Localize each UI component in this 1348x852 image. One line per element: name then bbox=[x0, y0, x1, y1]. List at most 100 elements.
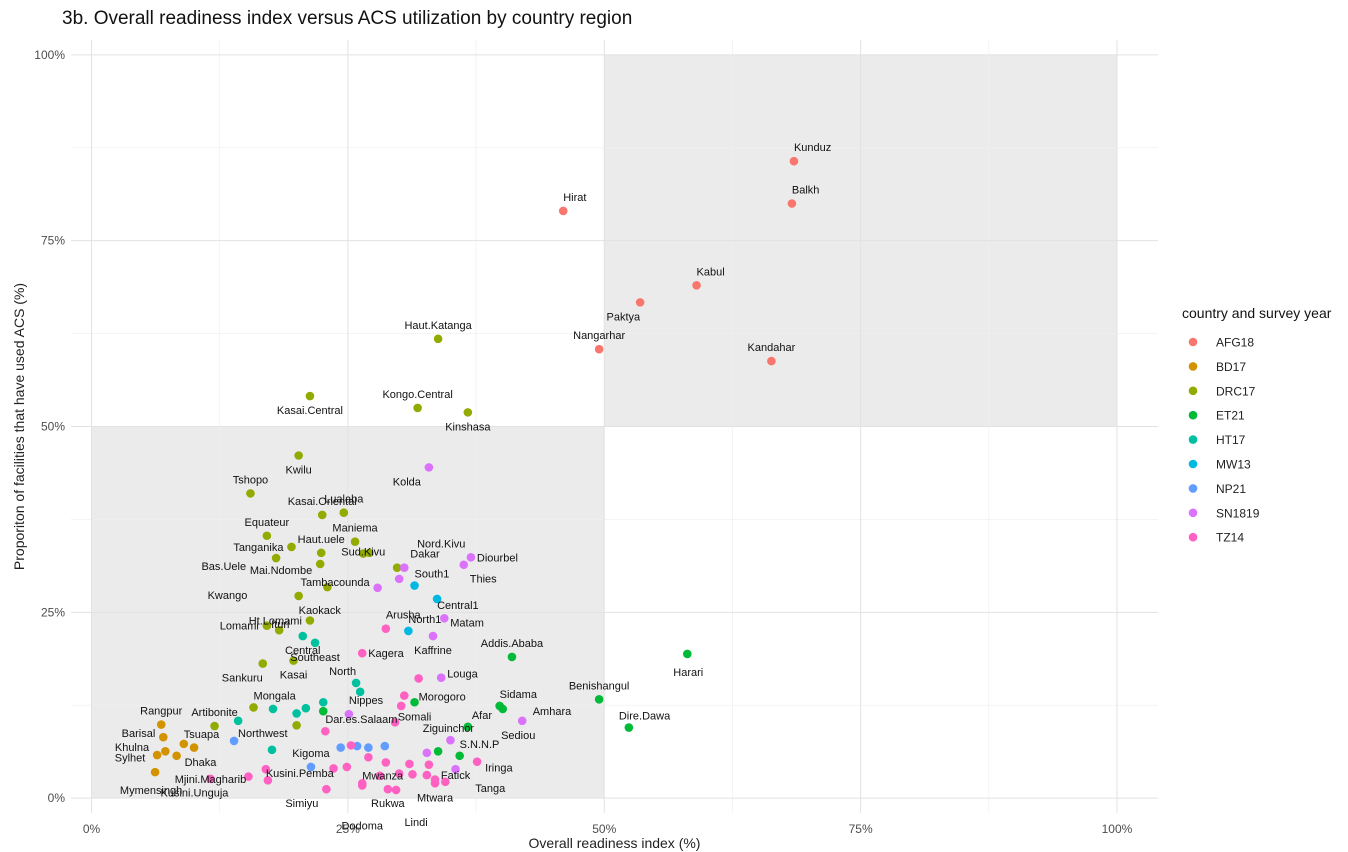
point-label: Dodoma bbox=[341, 820, 383, 832]
point-sn1819 bbox=[344, 709, 354, 719]
point-drc17 bbox=[316, 548, 326, 558]
point-label: Artibonite bbox=[191, 707, 237, 719]
point-drc17 bbox=[305, 616, 315, 625]
point-drc17 bbox=[323, 582, 332, 592]
point-mw13 bbox=[432, 594, 442, 604]
point-label: Lindi bbox=[404, 817, 427, 829]
point-ht17 bbox=[310, 638, 320, 648]
point-label: Amhara bbox=[533, 706, 572, 718]
point-tz14 bbox=[430, 775, 440, 784]
point-afg18 bbox=[692, 280, 701, 290]
point-label: Balkh bbox=[792, 185, 820, 197]
point-label: Kasai.Oriental bbox=[288, 496, 357, 508]
legend-key-et21 bbox=[1188, 410, 1198, 420]
point-drc17 bbox=[392, 563, 402, 573]
x-tick-label: 0% bbox=[83, 822, 101, 836]
point-drc17 bbox=[433, 334, 443, 344]
point-sn1819 bbox=[436, 673, 446, 683]
point-label: Somali bbox=[398, 711, 432, 723]
point-label: Dire.Dawa bbox=[619, 711, 671, 723]
point-tz14 bbox=[390, 718, 400, 727]
legend-label: HT17 bbox=[1216, 433, 1246, 447]
legend-key-tz14 bbox=[1188, 532, 1198, 542]
point-label: North bbox=[329, 666, 356, 678]
point-label: Tanga bbox=[475, 783, 506, 795]
point-np21 bbox=[364, 743, 373, 752]
point-np21 bbox=[336, 743, 345, 752]
point-label: Matam bbox=[450, 617, 484, 629]
point-label: Hirat bbox=[563, 192, 586, 204]
point-drc17 bbox=[271, 553, 281, 563]
point-mw13 bbox=[404, 626, 413, 636]
point-label: Sediou bbox=[501, 730, 535, 742]
legend-label: TZ14 bbox=[1216, 531, 1244, 545]
point-drc17 bbox=[289, 656, 298, 665]
chart-title: 3b. Overall readiness index versus ACS u… bbox=[62, 8, 633, 29]
point-label: Iringa bbox=[485, 763, 513, 775]
point-label: Kigoma bbox=[292, 748, 330, 760]
point-et21 bbox=[507, 652, 517, 662]
point-label: Mwanza bbox=[362, 770, 404, 782]
point-drc17 bbox=[274, 625, 284, 635]
legend-key-ht17 bbox=[1188, 435, 1198, 444]
point-label: Sankuru bbox=[222, 673, 263, 685]
legend-key-afg18 bbox=[1188, 337, 1198, 347]
point-label: Tanganika bbox=[233, 542, 284, 554]
point-label: South1 bbox=[415, 569, 450, 581]
point-tz14 bbox=[408, 770, 417, 779]
point-tz14 bbox=[391, 785, 401, 795]
point-bd17 bbox=[161, 747, 170, 756]
point-drc17 bbox=[210, 721, 219, 731]
legend-label: NP21 bbox=[1216, 482, 1246, 496]
legend-title: country and survey year bbox=[1182, 305, 1332, 321]
point-sn1819 bbox=[373, 583, 382, 593]
point-tz14 bbox=[381, 624, 391, 633]
point-label: Rukwa bbox=[371, 798, 406, 810]
point-ht17 bbox=[292, 709, 301, 718]
point-drc17 bbox=[365, 548, 374, 558]
point-sn1819 bbox=[446, 735, 455, 745]
point-label: Bas.Uele bbox=[201, 561, 246, 573]
point-label: Nangarhar bbox=[573, 330, 625, 342]
point-label: Simiyu bbox=[285, 798, 318, 810]
point-et21 bbox=[463, 722, 473, 732]
x-tick-label: 25% bbox=[336, 822, 360, 836]
point-label: Kunduz bbox=[794, 142, 831, 154]
legend-key-sn1819 bbox=[1188, 508, 1198, 518]
legend-label: DRC17 bbox=[1216, 384, 1256, 398]
point-drc17 bbox=[339, 508, 349, 518]
point-label: Kolda bbox=[393, 476, 422, 488]
point-np21 bbox=[229, 736, 239, 746]
point-sn1819 bbox=[422, 748, 432, 758]
x-tick-label: 75% bbox=[849, 822, 873, 836]
point-np21 bbox=[380, 741, 390, 751]
point-label: Tambacounda bbox=[301, 577, 371, 589]
point-label: Arusha bbox=[386, 610, 422, 622]
point-label: Barisal bbox=[122, 728, 156, 740]
point-bd17 bbox=[172, 751, 181, 761]
point-tz14 bbox=[261, 764, 271, 774]
point-ht17 bbox=[355, 687, 365, 697]
y-axis-title: Proporiton of facilities that have used … bbox=[11, 283, 27, 570]
point-tz14 bbox=[322, 784, 331, 794]
point-tz14 bbox=[381, 758, 391, 767]
point-drc17 bbox=[315, 559, 325, 569]
point-label: Haut.uele bbox=[298, 534, 345, 546]
x-tick-label: 50% bbox=[592, 822, 616, 836]
point-label: S.N.N.P bbox=[460, 739, 500, 751]
point-drc17 bbox=[292, 720, 301, 730]
point-label: Kaffrine bbox=[414, 645, 452, 657]
point-label: Kongo.Central bbox=[382, 389, 452, 401]
y-tick-label: 0% bbox=[48, 791, 66, 805]
point-label: Harari bbox=[673, 667, 703, 679]
legend-label: SN1819 bbox=[1216, 506, 1260, 520]
point-drc17 bbox=[305, 391, 315, 401]
point-label: Morogoro bbox=[419, 691, 466, 703]
point-label: Sud.Kivu bbox=[341, 547, 385, 559]
point-label: Kwango bbox=[208, 590, 248, 602]
point-afg18 bbox=[635, 298, 645, 307]
point-ht17 bbox=[318, 697, 328, 707]
point-label: Lualaba bbox=[324, 494, 364, 506]
point-label: Lomami bbox=[220, 621, 259, 633]
point-bd17 bbox=[156, 720, 166, 729]
